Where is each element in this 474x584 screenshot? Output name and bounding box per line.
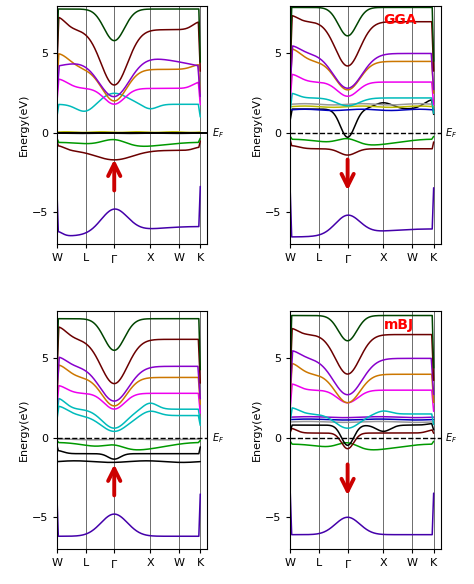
Text: $\mathit{E_F}$: $\mathit{E_F}$ xyxy=(446,431,457,444)
Y-axis label: Energy(eV): Energy(eV) xyxy=(252,399,262,461)
Y-axis label: Energy(eV): Energy(eV) xyxy=(18,399,29,461)
Text: mBJ: mBJ xyxy=(383,318,414,332)
Y-axis label: Energy(eV): Energy(eV) xyxy=(18,94,29,156)
Text: $\mathit{E_F}$: $\mathit{E_F}$ xyxy=(446,126,457,140)
Text: $\mathit{E_F}$: $\mathit{E_F}$ xyxy=(212,431,224,444)
Text: GGA: GGA xyxy=(383,13,417,27)
Text: $\mathit{E_F}$: $\mathit{E_F}$ xyxy=(212,126,224,140)
Y-axis label: Energy(eV): Energy(eV) xyxy=(252,94,262,156)
